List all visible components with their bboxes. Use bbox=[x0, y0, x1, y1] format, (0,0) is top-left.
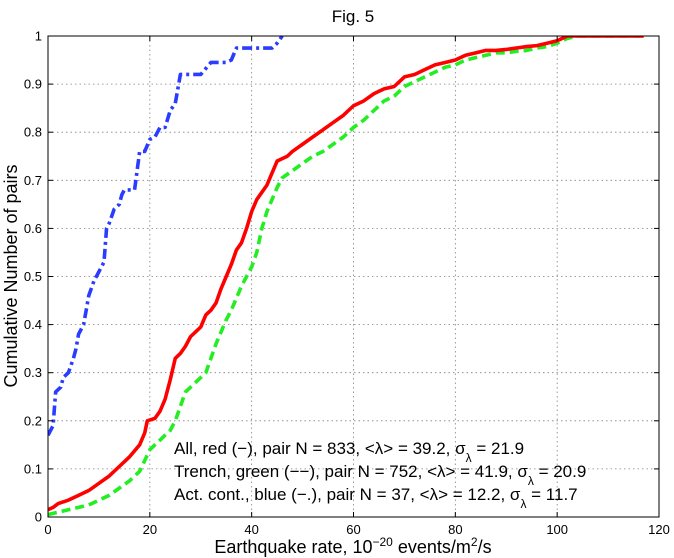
ticks bbox=[47, 35, 660, 518]
y-tick-label: 0.5 bbox=[24, 269, 42, 284]
x-tick-label: 20 bbox=[143, 522, 157, 537]
tick-labels: 0 20 40 60 80 100 120 0 0.1 0.2 0.3 0.4 0.5 0.6 0.7 0.8… bbox=[24, 29, 670, 538]
y-tick-label: 0.8 bbox=[24, 125, 42, 140]
y-tick-label: 0.4 bbox=[24, 317, 42, 332]
series-line-act-cont bbox=[48, 36, 284, 437]
x-tick-label: 0 bbox=[44, 522, 51, 537]
x-tick-label: 80 bbox=[448, 522, 462, 537]
legend-entry-act-cont-text: Act. cont., blue (−.), pair N = 37, <λ> … bbox=[174, 485, 521, 504]
x-tick-label: 40 bbox=[244, 522, 258, 537]
y-tick-label: 0.2 bbox=[24, 413, 42, 428]
y-tick-label: 1 bbox=[35, 29, 42, 44]
legend-entry-all: All, red (−), pair N = 833, <λ> = 39.2, … bbox=[174, 439, 524, 465]
x-tick-label: 60 bbox=[346, 522, 360, 537]
series-line-trench bbox=[48, 36, 644, 517]
legend: All, red (−), pair N = 833, <λ> = 39.2, … bbox=[174, 439, 586, 511]
y-tick-label: 0.3 bbox=[24, 365, 42, 380]
y-tick-label: 0 bbox=[35, 510, 42, 525]
x-axis-label: Earthquake rate, 10−20 events/m2/s bbox=[214, 535, 491, 557]
grid bbox=[48, 36, 659, 517]
x-tick-label: 100 bbox=[546, 522, 568, 537]
y-tick-label: 0.1 bbox=[24, 461, 42, 476]
y-axis-label: Cumulative Number of pairs bbox=[1, 164, 21, 387]
x-axis-label-exponent: −20 bbox=[373, 535, 394, 549]
legend-entry-all-sub: λ bbox=[466, 451, 472, 465]
legend-entry-all-value: = 21.9 bbox=[472, 439, 524, 458]
legend-entry-act-cont: Act. cont., blue (−.), pair N = 37, <λ> … bbox=[174, 485, 578, 511]
y-tick-label: 0.7 bbox=[24, 173, 42, 188]
x-axis-label-prefix: Earthquake rate, 10 bbox=[214, 537, 372, 557]
y-tick-label: 0.6 bbox=[24, 221, 42, 236]
legend-entry-trench-sub: λ bbox=[528, 474, 534, 488]
x-axis-label-mid: events/m bbox=[393, 537, 471, 557]
x-tick-label: 120 bbox=[648, 522, 670, 537]
y-tick-label: 0.9 bbox=[24, 77, 42, 92]
legend-entry-trench: Trench, green (−−), pair N = 752, <λ> = … bbox=[174, 462, 586, 488]
legend-entry-act-cont-value: = 11.7 bbox=[526, 485, 577, 504]
series-layer bbox=[48, 36, 644, 517]
chart-title: Fig. 5 bbox=[332, 7, 375, 26]
x-axis-label-exponent2: 2 bbox=[471, 535, 478, 549]
series-line-all bbox=[48, 36, 644, 512]
x-axis-label-suffix: /s bbox=[478, 537, 492, 557]
legend-entry-all-text: All, red (−), pair N = 833, <λ> = 39.2, … bbox=[174, 439, 466, 458]
legend-entry-act-cont-sub: λ bbox=[520, 497, 526, 511]
legend-entry-trench-value: = 20.9 bbox=[534, 462, 586, 481]
legend-entry-trench-text: Trench, green (−−), pair N = 752, <λ> = … bbox=[174, 462, 528, 481]
